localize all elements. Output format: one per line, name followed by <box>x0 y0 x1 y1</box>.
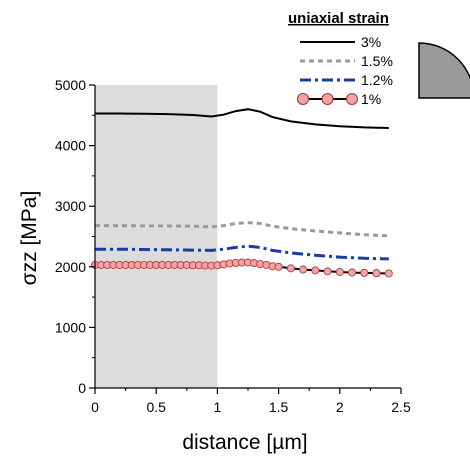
legend-label: 3% <box>361 34 381 50</box>
y-tick-label: 5000 <box>55 77 86 93</box>
x-tick-label: 2 <box>336 399 344 415</box>
x-tick-label: 2.5 <box>391 399 411 415</box>
legend-item: 1.5% <box>300 53 393 69</box>
legend-label: 1.2% <box>361 72 393 88</box>
x-tick-label: 0 <box>91 399 99 415</box>
legend-label: 1% <box>361 91 381 107</box>
legend-marker <box>321 93 334 105</box>
y-tick-label: 1000 <box>55 319 86 335</box>
y-axis-title: σzz [MPa] <box>18 191 41 286</box>
y-tick-label: 0 <box>78 380 86 396</box>
legend: uniaxial strain 3% 1.5% 1.2% 1% <box>288 10 393 107</box>
x-tick-label: 0.5 <box>146 399 166 415</box>
y-tick-label: 4000 <box>55 138 86 154</box>
data-point <box>335 267 344 276</box>
legend-label: 1.5% <box>361 53 393 69</box>
x-axis-title: distance [µm] <box>182 431 307 454</box>
legend-items: 3% 1.5% 1.2% 1% <box>297 34 393 107</box>
legend-marker <box>297 93 309 105</box>
data-point <box>286 264 295 273</box>
series-3 <box>95 244 389 261</box>
data-point <box>323 267 332 276</box>
series-line <box>95 108 389 129</box>
data-point <box>372 269 381 278</box>
data-point <box>299 265 308 274</box>
quarter-circle-icon <box>418 42 470 99</box>
ticks-layer: 0 1000 2000 3000 4000 5000 0 0.5 1 1.5 2 2.5 <box>55 77 411 415</box>
series-line <box>95 244 389 261</box>
data-point <box>274 262 283 271</box>
shaded-region <box>95 85 218 388</box>
series-line <box>95 221 389 238</box>
series-4 <box>91 258 393 278</box>
y-tick-label: 3000 <box>55 198 86 214</box>
legend-item: 3% <box>300 34 381 50</box>
x-tick-label: 1 <box>214 399 222 415</box>
data-point <box>384 269 393 278</box>
data-point <box>311 266 320 275</box>
data-point <box>360 268 369 277</box>
legend-title: uniaxial strain <box>288 10 389 27</box>
legend-marker <box>346 93 358 105</box>
y-tick-label: 2000 <box>55 259 86 275</box>
x-tick-label: 1.5 <box>269 399 289 415</box>
series-2 <box>95 221 389 238</box>
legend-item: 1.2% <box>300 72 393 88</box>
legend-item: 1% <box>297 91 381 107</box>
series-layer <box>91 108 393 278</box>
series-1 <box>95 108 389 129</box>
data-point <box>348 268 357 277</box>
